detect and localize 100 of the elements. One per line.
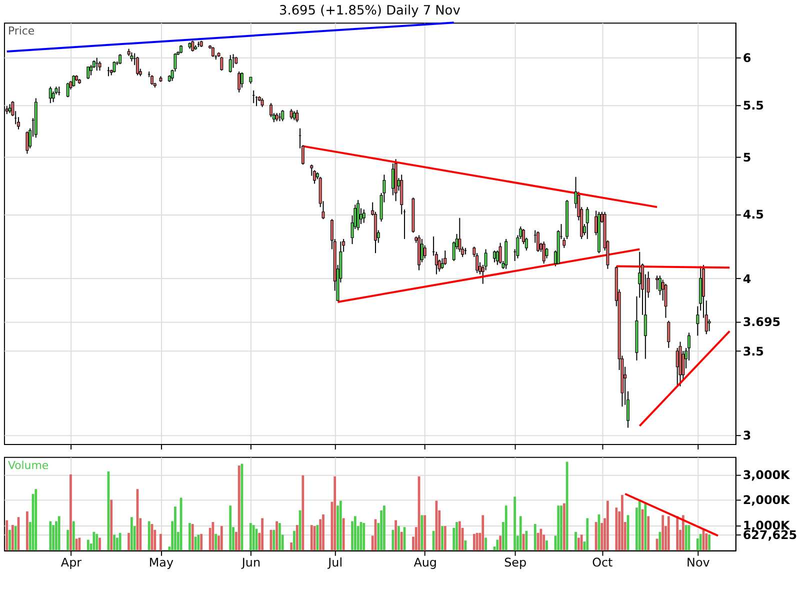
y-tick-label: 5.5 [742,98,764,113]
y-axis-title: Volume [8,458,49,472]
candlestick [290,108,293,120]
bar [566,462,568,550]
bar [310,525,313,550]
bar [621,494,624,550]
bar [458,521,461,550]
bar [519,516,522,550]
bar [278,523,281,550]
bar [272,530,276,550]
bar [586,518,589,550]
candlestick [504,238,508,270]
bar [400,532,403,550]
bar [110,500,113,550]
bar [699,534,702,550]
bar [11,525,14,550]
candlestick [136,56,139,76]
bar [594,522,598,550]
candlestick [211,46,214,58]
bar [342,518,345,550]
bar [362,523,366,550]
bar [514,496,516,550]
candlestick [493,250,496,263]
y-tick-label: 2,000K [742,493,791,508]
candlestick [708,318,711,332]
candlestick [48,86,52,104]
candlestick [270,102,272,118]
bar [638,499,641,550]
bar [322,514,324,550]
y-tick-label: 3 [742,428,752,442]
candlestick [238,71,241,93]
candlestick [220,56,224,72]
bar [472,534,476,550]
candlestick [130,52,134,62]
bar [191,524,194,550]
candlestick [687,332,690,361]
bar [534,524,536,550]
bar [58,516,60,550]
bar [200,534,203,550]
bar [420,515,424,550]
x-tick-label: Jul [327,556,343,570]
candlestick [542,241,546,264]
bar [658,532,662,550]
bar [705,533,708,550]
candlestick [664,283,668,318]
bar [6,520,8,550]
bar [238,466,240,550]
candlestick [420,238,424,263]
bar [484,538,487,550]
candlestick [66,82,70,98]
bar [52,525,55,550]
candlestick [26,130,29,154]
bar [252,525,255,550]
bar [296,525,298,550]
bar [696,538,699,550]
candlestick [667,320,670,348]
candlestick [281,110,284,122]
bar [293,530,296,550]
candlestick [423,244,426,259]
bar [682,515,684,550]
bar [560,506,562,550]
candlestick [191,40,194,52]
bar [392,530,394,550]
candlestick [545,247,548,259]
bar [394,520,398,550]
y-axis-title: Price [8,24,35,38]
bar [708,534,710,550]
bar [302,475,304,550]
bar [249,523,252,550]
bar [546,540,548,550]
bar [424,515,426,550]
candlestick [292,110,296,121]
bar [70,474,72,550]
candlestick [150,74,154,86]
bar [339,500,342,550]
bar [476,532,478,550]
bar [188,523,191,550]
bar [148,521,150,550]
bar [26,511,28,550]
candlestick [72,74,76,88]
bar [276,521,278,550]
x-tick-label: Sep [504,556,527,570]
candlestick [118,54,122,65]
bar [577,538,580,550]
bar [456,522,458,550]
chart-title: 3.695 (+1.85%) Daily 7 Nov [279,4,461,19]
bar [118,532,122,550]
candlestick [496,250,499,266]
bar [96,534,98,550]
bar [290,542,293,550]
bar [504,506,508,550]
bar [86,540,90,550]
candlestick [112,60,116,73]
candlestick [98,60,102,72]
bar [261,518,264,550]
bar [684,525,688,550]
y-tick-label: 4.5 [742,208,764,222]
bar [214,534,218,550]
candlestick [86,66,90,80]
x-tick-label: Nov [686,556,710,570]
